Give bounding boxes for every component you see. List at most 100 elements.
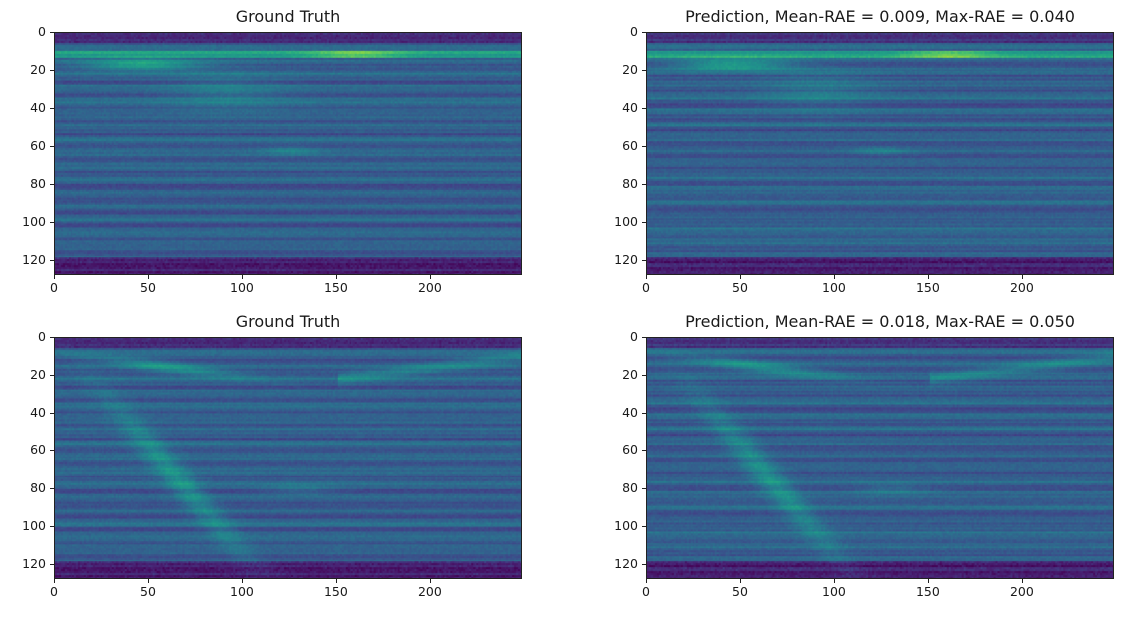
- y-tick-mark: [50, 412, 54, 414]
- y-tick-label: 40: [622, 99, 638, 115]
- x-tick-mark: [54, 579, 55, 583]
- y-tick-mark: [642, 32, 646, 33]
- x-tick-mark: [241, 579, 243, 583]
- y-tick-label: 80: [622, 480, 638, 496]
- y-tick-mark: [50, 221, 54, 223]
- spectrogram-panel-ground-truth-2: Ground Truth 0 20 40 60 80 100 120 0 50 100 150 200: [0, 0, 540, 620]
- x-tick-label: 50: [140, 584, 156, 599]
- y-tick-mark: [50, 563, 54, 565]
- y-tick-mark: [642, 259, 646, 261]
- y-tick-label: 40: [30, 404, 46, 420]
- panel-title: Ground Truth: [235, 7, 341, 26]
- y-tick-label: 80: [622, 175, 638, 191]
- y-tick-mark: [50, 69, 54, 71]
- x-tick-label: 150: [915, 584, 940, 599]
- x-tick-label: 100: [230, 584, 254, 599]
- y-tick-label: 20: [30, 366, 46, 382]
- y-tick-mark: [642, 488, 646, 490]
- x-tick-label: 200: [417, 584, 442, 599]
- y-tick-label: 100: [22, 213, 46, 229]
- y-tick-label: 0: [38, 24, 46, 39]
- spectrogram-panel-prediction-1: Prediction, Mean-RAE = 0.009, Max-RAE = …: [0, 0, 1135, 300]
- heatmap-image: [54, 32, 522, 275]
- x-tick-label: 150: [915, 280, 940, 295]
- y-tick-mark: [50, 259, 54, 261]
- panel-title: Prediction, Mean-RAE = 0.018, Max-RAE = …: [685, 312, 1075, 331]
- y-tick-mark: [642, 563, 646, 565]
- y-tick-label: 60: [622, 442, 638, 458]
- x-tick-label: 0: [50, 280, 58, 295]
- x-tick-mark: [429, 275, 431, 279]
- y-tick-label: 80: [30, 480, 46, 496]
- y-tick-label: 60: [30, 442, 46, 458]
- y-tick-label: 40: [30, 99, 46, 115]
- y-tick-mark: [50, 183, 54, 185]
- y-tick-mark: [50, 145, 54, 147]
- y-tick-mark: [50, 107, 54, 109]
- x-tick-label: 150: [323, 584, 348, 599]
- y-tick-label: 120: [22, 555, 46, 571]
- x-tick-label: 150: [323, 280, 348, 295]
- x-tick-label: 0: [642, 584, 650, 599]
- y-tick-mark: [642, 221, 646, 223]
- y-tick-mark: [642, 337, 646, 338]
- y-tick-mark: [642, 450, 646, 452]
- x-tick-label: 100: [822, 280, 846, 295]
- y-tick-label: 120: [614, 251, 638, 267]
- y-tick-mark: [50, 526, 54, 528]
- x-tick-label: 200: [1009, 584, 1034, 599]
- x-tick-mark: [54, 275, 55, 279]
- y-tick-mark: [642, 412, 646, 414]
- x-tick-label: 200: [417, 280, 442, 295]
- y-tick-label: 80: [30, 175, 46, 191]
- y-tick-mark: [642, 107, 646, 109]
- x-tick-mark: [739, 579, 741, 583]
- y-tick-label: 60: [30, 137, 46, 153]
- x-tick-mark: [739, 275, 741, 279]
- x-tick-mark: [833, 579, 835, 583]
- spectrogram-panel-ground-truth-1: Ground Truth 0 20 40 60 80 100 120 0 50 100 150 200: [0, 0, 540, 300]
- x-tick-mark: [335, 579, 337, 583]
- x-tick-mark: [241, 275, 243, 279]
- y-tick-label: 0: [630, 329, 638, 344]
- x-tick-label: 0: [50, 584, 58, 599]
- x-tick-mark: [646, 275, 647, 279]
- x-tick-mark: [1021, 275, 1023, 279]
- heatmap-image: [54, 337, 522, 579]
- x-tick-mark: [335, 275, 337, 279]
- x-tick-label: 50: [140, 280, 156, 295]
- y-tick-label: 0: [38, 329, 46, 344]
- y-tick-mark: [642, 145, 646, 147]
- x-tick-mark: [147, 579, 149, 583]
- x-tick-label: 0: [642, 280, 650, 295]
- y-tick-label: 20: [622, 61, 638, 77]
- y-tick-mark: [50, 32, 54, 33]
- heatmap-image: [646, 337, 1114, 579]
- y-tick-mark: [642, 526, 646, 528]
- x-tick-mark: [429, 579, 431, 583]
- x-tick-mark: [646, 579, 647, 583]
- y-tick-mark: [642, 183, 646, 185]
- y-tick-label: 40: [622, 404, 638, 420]
- x-tick-label: 50: [732, 280, 748, 295]
- y-tick-label: 120: [614, 555, 638, 571]
- panel-title: Prediction, Mean-RAE = 0.009, Max-RAE = …: [685, 7, 1075, 26]
- x-tick-mark: [1021, 579, 1023, 583]
- x-tick-mark: [927, 579, 929, 583]
- x-tick-label: 50: [732, 584, 748, 599]
- y-tick-mark: [50, 488, 54, 490]
- y-tick-mark: [642, 374, 646, 376]
- y-tick-mark: [50, 337, 54, 338]
- y-tick-label: 60: [622, 137, 638, 153]
- y-tick-label: 100: [22, 518, 46, 534]
- y-tick-mark: [642, 69, 646, 71]
- y-tick-mark: [50, 450, 54, 452]
- x-tick-mark: [147, 275, 149, 279]
- y-tick-label: 100: [614, 213, 638, 229]
- x-tick-label: 100: [230, 280, 254, 295]
- y-tick-label: 20: [622, 366, 638, 382]
- x-tick-label: 200: [1009, 280, 1034, 295]
- y-tick-label: 100: [614, 518, 638, 534]
